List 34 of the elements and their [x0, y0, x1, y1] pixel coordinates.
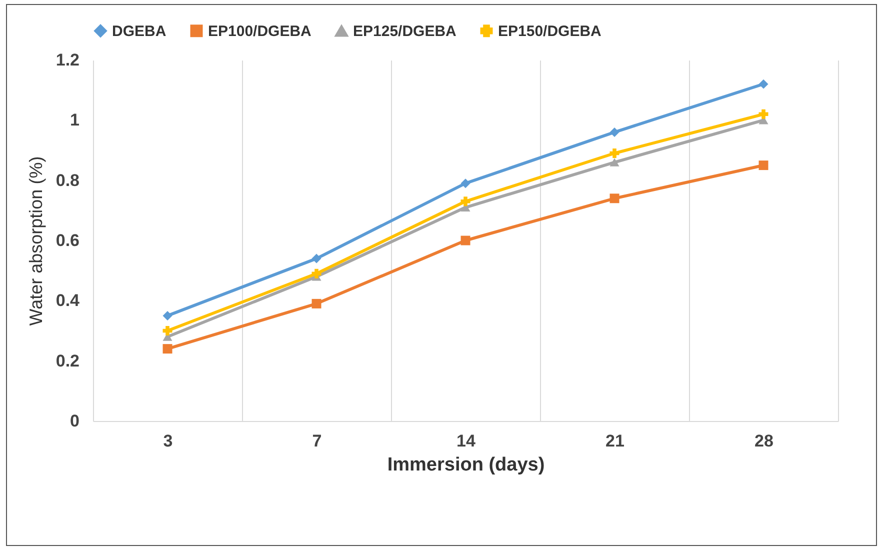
- legend-label: EP150/DGEBA: [498, 22, 602, 40]
- point: [758, 79, 768, 89]
- point: [460, 236, 470, 246]
- point: [460, 178, 470, 188]
- point: [610, 158, 620, 166]
- point: [312, 298, 322, 308]
- y-tick-label: 0: [70, 412, 80, 430]
- point: [758, 109, 768, 119]
- legend-label: EP125/DGEBA: [353, 23, 457, 40]
- x-tick-label: 28: [754, 432, 774, 450]
- point: [162, 310, 172, 320]
- point: [610, 194, 620, 204]
- y-tick-label: 0.8: [56, 170, 80, 190]
- y-tick-label: 0.4: [56, 291, 80, 310]
- x-tick-label: 3: [163, 432, 173, 450]
- y-axis-title: Water absorption (%): [26, 156, 46, 326]
- y-tick-label: 0.2: [56, 351, 80, 370]
- y-tick-label: 1.2: [56, 50, 80, 70]
- point: [312, 254, 322, 264]
- point: [162, 326, 172, 336]
- point: [610, 127, 620, 137]
- point: [460, 196, 470, 206]
- y-tick-label: 1: [70, 110, 80, 130]
- x-tick-label: 21: [606, 432, 624, 450]
- point: [758, 160, 768, 170]
- x-tick-label: 7: [312, 432, 322, 450]
- x-axis-title: Immersion (days): [387, 454, 545, 476]
- x-tick-label: 14: [456, 432, 476, 450]
- legend-label: EP100/DGEBA: [208, 22, 312, 40]
- point: [162, 344, 172, 354]
- y-tick-label: 0.6: [56, 231, 80, 250]
- point: [312, 268, 322, 278]
- point: [610, 148, 620, 158]
- legend-label: DGEBA: [112, 22, 166, 40]
